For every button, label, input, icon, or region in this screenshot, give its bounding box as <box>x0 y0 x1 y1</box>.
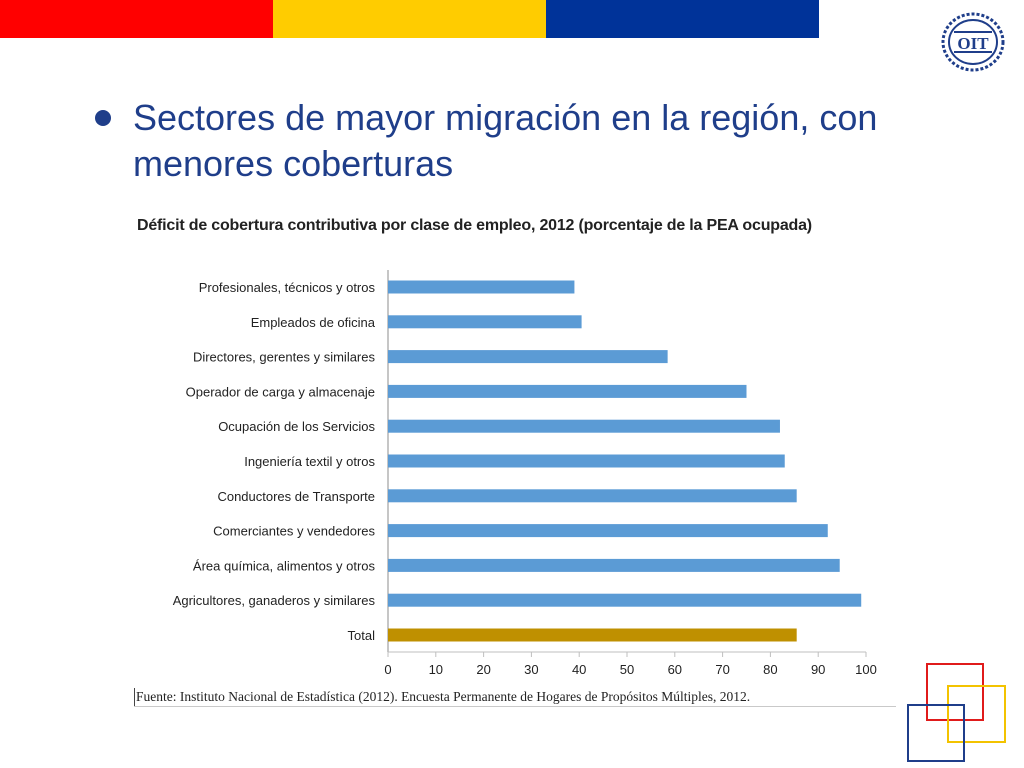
x-tick-label-60: 60 <box>668 662 682 677</box>
chart-title: Déficit de cobertura contributiva por cl… <box>137 217 812 234</box>
decorative-square-blue <box>907 704 965 762</box>
source-note: Fuente: Instituto Nacional de Estadístic… <box>136 689 751 704</box>
svg-text:OIT: OIT <box>957 34 989 53</box>
bar-operador-de-carga-y-almacenaje <box>388 384 747 398</box>
x-tick-label-50: 50 <box>620 662 634 677</box>
category-label-profesionales-tecnicos-y-otros: Profesionales, técnicos y otros <box>199 280 376 295</box>
source-divider <box>134 706 896 707</box>
bar-directores-gerentes-y-similares <box>388 350 668 364</box>
x-tick-label-70: 70 <box>715 662 729 677</box>
decorative-square-red <box>926 663 984 721</box>
x-tick-label-80: 80 <box>763 662 777 677</box>
x-tick-label-0: 0 <box>384 662 391 677</box>
category-label-ingenieria-textil-y-otros: Ingeniería textil y otros <box>244 454 375 469</box>
bar-profesionales-tecnicos-y-otros <box>388 280 575 294</box>
category-label-operador-de-carga-y-almacenaje: Operador de carga y almacenaje <box>186 384 375 399</box>
source-marker <box>134 688 135 706</box>
top-band-red <box>0 0 273 38</box>
top-band-blue <box>546 0 819 38</box>
category-label-area-quimica-alimentos-y-otros: Área química, alimentos y otros <box>193 558 376 573</box>
bar-ocupacion-de-los-servicios <box>388 419 780 433</box>
category-label-empleados-de-oficina: Empleados de oficina <box>251 315 376 330</box>
x-tick-label-90: 90 <box>811 662 825 677</box>
category-label-conductores-de-transporte: Conductores de Transporte <box>217 489 375 504</box>
slide-heading: Sectores de mayor migración en la región… <box>133 97 878 184</box>
x-tick-label-100: 100 <box>855 662 877 677</box>
bar-total <box>388 628 797 642</box>
bullet-point <box>95 110 111 126</box>
oit-logo: OIT <box>941 12 1005 72</box>
top-band-yellow <box>273 0 546 38</box>
bar-ingenieria-textil-y-otros <box>388 454 785 468</box>
x-tick-label-20: 20 <box>476 662 490 677</box>
category-label-ocupacion-de-los-servicios: Ocupación de los Servicios <box>218 419 375 434</box>
bar-area-quimica-alimentos-y-otros <box>388 558 840 572</box>
bar-empleados-de-oficina <box>388 315 582 329</box>
category-label-directores-gerentes-y-similares: Directores, gerentes y similares <box>193 350 376 365</box>
bar-agricultores-ganaderos-y-similares <box>388 593 862 607</box>
bar-conductores-de-transporte <box>388 489 797 503</box>
decorative-square-yellow <box>947 685 1006 743</box>
category-label-total: Total <box>348 628 376 643</box>
bar-comerciantes-y-vendedores <box>388 524 828 538</box>
x-tick-label-40: 40 <box>572 662 586 677</box>
category-label-comerciantes-y-vendedores: Comerciantes y vendedores <box>213 524 375 539</box>
x-tick-label-30: 30 <box>524 662 538 677</box>
category-label-agricultores-ganaderos-y-similares: Agricultores, ganaderos y similares <box>173 593 376 608</box>
x-tick-label-10: 10 <box>429 662 443 677</box>
